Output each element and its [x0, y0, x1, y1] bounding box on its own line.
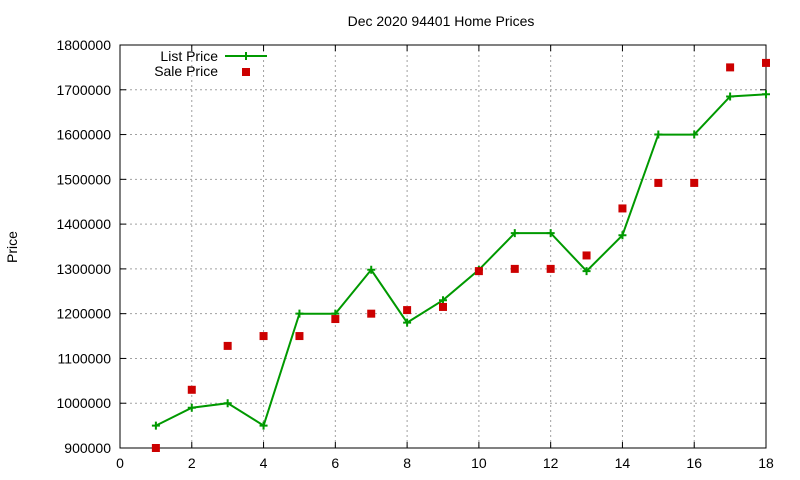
- sale-price-point: [259, 332, 268, 341]
- legend-label-list-price: List Price: [160, 48, 218, 64]
- list-price-point: [187, 403, 196, 412]
- list-price-point: [151, 421, 160, 430]
- chart-title: Dec 2020 94401 Home Prices: [348, 13, 535, 29]
- list-price-point: [618, 231, 627, 240]
- y-tick-label: 1600000: [56, 127, 111, 143]
- legend-label-sale-price: Sale Price: [154, 63, 218, 79]
- x-axis-ticks: 0 2 4 6 8 10 12 14 16 18: [116, 45, 774, 471]
- sale-price-point: [618, 204, 627, 213]
- y-tick-label: 1100000: [58, 350, 112, 366]
- y-axis-label: Price: [4, 231, 20, 263]
- sale-price-point: [331, 315, 340, 324]
- sale-price-point: [439, 302, 447, 311]
- list-price-point: [546, 229, 555, 238]
- list-price-point: [223, 399, 232, 408]
- sale-price-point: [510, 264, 519, 273]
- legend: List Price Sale Price: [154, 48, 267, 79]
- y-tick-label: 1500000: [56, 171, 111, 187]
- y-tick-label: 1000000: [56, 395, 111, 411]
- sale-price-point: [223, 341, 232, 350]
- list-price-point: [654, 130, 663, 139]
- x-tick-label: 8: [403, 455, 411, 471]
- y-tick-label: 1300000: [56, 261, 111, 277]
- list-price-point: [690, 130, 699, 139]
- legend-marker-list-price: [242, 52, 250, 60]
- x-tick-label: 4: [260, 455, 268, 471]
- sale-price-point: [654, 178, 663, 187]
- list-price-line: [155, 93, 767, 428]
- x-tick-label: 14: [615, 455, 631, 471]
- y-tick-label: 1800000: [56, 37, 111, 53]
- list-price-point: [726, 92, 735, 101]
- sale-price-point: [690, 178, 699, 187]
- plot-frame: [119, 44, 767, 449]
- axes: [119, 44, 767, 449]
- x-tick-label: 2: [188, 455, 196, 471]
- sale-price-point: [151, 444, 160, 452]
- sale-price-point: [295, 332, 304, 341]
- grid-lines: [120, 45, 766, 448]
- list-price-point: [259, 421, 268, 430]
- list-price-point: [403, 318, 412, 327]
- sale-price-point: [367, 309, 376, 318]
- y-tick-label: 900000: [64, 440, 111, 456]
- sale-price-point: [726, 63, 735, 72]
- x-tick-label: 6: [331, 455, 339, 471]
- y-tick-label: 1200000: [56, 306, 111, 322]
- sale-price-point: [546, 264, 555, 273]
- sale-price-point: [762, 58, 770, 67]
- y-tick-label: 1400000: [56, 216, 111, 232]
- x-tick-label: 16: [686, 455, 702, 471]
- list-price-point: [295, 309, 304, 318]
- x-tick-label: 10: [471, 455, 487, 471]
- list-price-point: [762, 90, 770, 99]
- x-tick-label: 12: [543, 455, 559, 471]
- list-price-point: [367, 265, 376, 274]
- sale-price-point: [403, 306, 412, 315]
- x-tick-label: 0: [116, 455, 124, 471]
- list-price-point: [510, 229, 519, 238]
- sale-price-point: [187, 385, 196, 394]
- sale-price-point: [582, 251, 591, 260]
- list-price-point: [582, 267, 591, 276]
- y-tick-label: 1700000: [56, 82, 111, 98]
- y-axis-ticks: 900000 1000000 1100000 1200000 1300000 140000…: [56, 37, 766, 456]
- sale-price-point: [474, 267, 483, 276]
- legend-marker-sale-price: [242, 68, 250, 76]
- series-group: [151, 58, 770, 452]
- x-tick-label: 18: [758, 455, 774, 471]
- list-price-point: [439, 296, 447, 305]
